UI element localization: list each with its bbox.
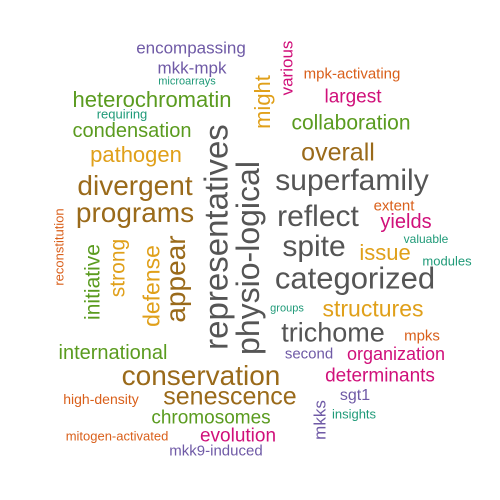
word-strong: strong: [106, 238, 130, 298]
word-divergent: divergent: [77, 170, 193, 201]
word-various: various: [277, 40, 297, 96]
word-sgt1: sgt1: [339, 387, 371, 404]
word-collaboration: collaboration: [291, 111, 411, 135]
word-largest: largest: [324, 86, 382, 108]
word-chromosomes: chromosomes: [151, 407, 271, 429]
word-high-density: high-density: [63, 391, 139, 407]
word-groups: groups: [270, 302, 304, 315]
word-extent: extent: [373, 197, 415, 215]
word-international: international: [58, 342, 168, 364]
word-appear: appear: [160, 235, 191, 323]
word-senescence: senescence: [163, 382, 297, 411]
word-mkk9-induced: mkk9-induced: [169, 442, 263, 460]
word-structures: structures: [322, 295, 424, 322]
word-initiative: initiative: [81, 244, 105, 320]
word-mpk-activating: mpk-activating: [303, 65, 401, 83]
word-mkks: mkks: [310, 400, 330, 440]
word-conservation: conservation: [121, 360, 281, 391]
word-determinants: determinants: [325, 365, 435, 387]
word-programs: programs: [75, 197, 195, 228]
word-modules: modules: [422, 253, 472, 269]
word-yields: yields: [380, 211, 432, 233]
word-reconstitution: reconstitution: [51, 208, 67, 286]
word-condensation: condensation: [72, 120, 192, 142]
word-organization: organization: [346, 344, 446, 364]
word-evolution: evolution: [199, 425, 277, 447]
word-valuable: valuable: [403, 232, 449, 246]
word-might: might: [250, 75, 275, 129]
word-encompassing: encompassing: [136, 38, 246, 58]
word-reflect: reflect: [277, 200, 359, 233]
word-second: second: [284, 345, 334, 363]
word-pathogen: pathogen: [90, 142, 182, 167]
word-categorized: categorized: [274, 260, 436, 296]
word-overall: overall: [301, 138, 375, 167]
word-mpks: mpks: [404, 327, 440, 345]
word-mkk-mpk: mkk-mpk: [157, 58, 227, 78]
word-representatives: representatives: [197, 124, 235, 350]
word-spite: spite: [282, 230, 346, 263]
word-mitogen-activated: mitogen-activated: [65, 428, 169, 444]
word-heterochromatin: heterochromatin: [72, 87, 232, 112]
word-issue: issue: [359, 240, 411, 265]
word-superfamily: superfamily: [275, 164, 429, 197]
word-insights: insights: [331, 406, 377, 422]
word-microarrays: microarrays: [158, 75, 216, 88]
word-trichome: trichome: [281, 317, 385, 348]
word-physio-logical: physio-logical: [230, 161, 266, 355]
word-requiring: requiring: [96, 106, 148, 122]
